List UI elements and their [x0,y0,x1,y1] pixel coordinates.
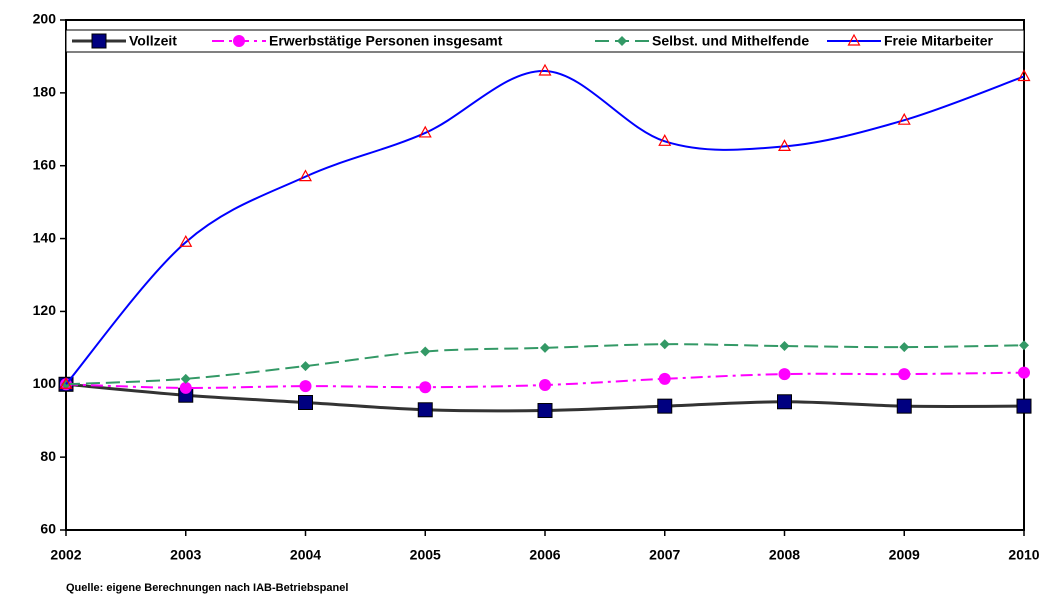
legend-marker [847,33,861,46]
data-point [539,379,551,392]
x-tick-label: 2004 [290,547,321,563]
x-tick-label: 2005 [410,547,441,563]
data-point [897,112,911,125]
x-tick-label: 2002 [50,547,81,563]
data-point [658,372,671,385]
source-note: Quelle: eigene Berechnungen nach IAB-Bet… [66,582,348,594]
data-point [1017,69,1031,82]
x-tick-label: 2009 [889,547,920,563]
legend-label: Selbst. und Mithelfende [652,33,809,49]
legend-marker [91,33,107,49]
y-tick-label: 100 [33,375,57,391]
legend-label: Freie Mitarbeiter [884,33,993,49]
data-point [300,361,311,372]
data-point [179,381,192,394]
legend-label: Erwerbstätige Personen insgesamt [269,33,503,49]
legend-marker [233,35,245,47]
y-tick-label: 60 [40,521,56,537]
x-tick-label: 2003 [170,547,201,563]
data-point [657,398,673,414]
legend-marker [617,36,627,46]
data-point [1016,398,1032,414]
data-point [779,341,790,352]
legend-label: Vollzeit [129,33,177,49]
data-point [898,368,911,381]
data-point [777,394,792,410]
data-point [899,342,910,353]
data-point [896,398,912,414]
data-point [59,377,73,389]
data-point [659,339,670,350]
y-tick-label: 120 [33,302,57,318]
data-point [420,346,431,357]
data-point [1019,340,1029,351]
y-tick-label: 200 [33,11,57,27]
y-tick-label: 80 [40,448,56,464]
y-tick-label: 180 [33,84,57,100]
data-point [419,381,432,394]
data-point [298,169,313,182]
data-point [537,403,553,419]
series-line [65,69,1025,385]
data-point [418,125,432,138]
data-point [180,373,191,384]
legend-box [65,29,1025,53]
data-point [1018,366,1030,379]
x-tick-label: 2010 [1008,547,1039,563]
data-point [179,234,193,247]
x-tick-label: 2006 [529,547,560,563]
y-tick-label: 140 [33,229,57,245]
data-point [658,134,672,146]
data-point [417,402,433,418]
data-point [778,368,791,381]
data-point [538,63,552,76]
data-point [777,139,792,152]
x-tick-label: 2008 [769,547,800,563]
plot-frame [65,19,1025,531]
data-point [299,380,312,393]
data-point [540,342,550,353]
data-point [298,395,313,410]
y-tick-label: 160 [33,156,57,172]
x-tick-label: 2007 [649,547,680,563]
